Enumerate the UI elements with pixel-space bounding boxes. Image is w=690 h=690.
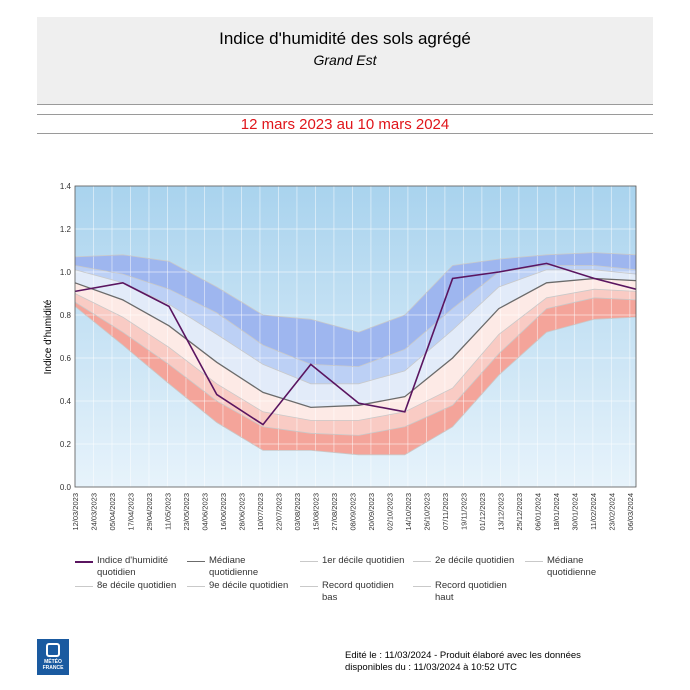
x-tick-label: 30/01/2024 [570,493,579,531]
y-tick-label: 0.6 [60,354,72,363]
x-tick-label: 19/11/2023 [459,493,468,530]
x-tick-label: 23/05/2023 [182,493,191,531]
x-tick-label: 26/10/2023 [422,493,431,531]
x-tick-label: 06/01/2024 [533,493,542,531]
legend-swatch [75,561,93,563]
series-line-record-bas [74,306,637,456]
series-line-1er-decile [74,297,637,436]
footer-line-1: Edité le : 11/03/2024 - Produit élaboré … [345,650,581,661]
x-tick-label: 25/12/2023 [515,493,524,531]
x-tick-label: 12/03/2023 [71,493,80,531]
y-axis-label: Indice d'humidité [43,299,54,374]
x-tick-label: 03/08/2023 [293,493,302,531]
moisture-chart: 0.0 0.2 0.4 0.6 0.8 1.0 1.2 1.4 12/03/2023 24/03/… [43,182,637,531]
x-tick-label: 18/01/2024 [552,493,561,531]
legend-swatch [75,586,93,587]
logo-mark-icon [46,643,60,657]
legend-label: Record quotidien bas [322,580,394,603]
y-tick-label: 0.4 [60,397,72,406]
x-tick-label: 11/02/2024 [589,493,598,530]
x-tick-label: 07/11/2023 [441,493,450,530]
legend-swatch [300,586,318,587]
x-tick-label: 29/04/2023 [145,493,154,531]
footer-line-2: disponibles du : 11/03/2024 à 10:52 UTC [345,662,517,673]
meteo-france-logo: MÉTÉO FRANCE [37,639,69,675]
edition-footer: Edité le : 11/03/2024 - Produit élaboré … [345,650,645,674]
y-tick-label: 0.2 [60,440,72,449]
legend-label: 9e décile quotidien [209,580,289,591]
legend-swatch [413,586,431,587]
series-line-indice [74,262,637,426]
series-line-2e-decile [74,288,637,421]
x-tick-label: 04/06/2023 [201,493,210,531]
x-tick-label: 22/07/2023 [274,493,283,531]
period-label: 12 mars 2023 au 10 mars 2024 [240,116,450,133]
legend-label: Médiane quotidienne [209,555,259,578]
legend-label: Médiane quotidienne [547,555,597,578]
band-8e-9e-decile [75,265,636,384]
x-tick-label: 23/02/2024 [607,493,616,531]
legend-label: Indice d'humidité quotidien [97,555,168,578]
x-tick-label: 06/03/2024 [626,493,635,531]
band-2e-decile-mediane [75,278,636,421]
x-tick-label: 01/12/2023 [478,493,487,531]
x-tick-label: 08/09/2023 [348,493,357,531]
x-tick-label: 11/05/2023 [164,493,173,530]
x-tick-label: 28/06/2023 [238,493,247,531]
x-tick-label: 13/12/2023 [496,493,505,531]
series-line-9e-decile [74,265,637,368]
series-line-mediane [74,277,637,409]
band-9e-decile-record-haut [75,252,636,367]
legend-label: 2e décile quotidien [435,555,515,566]
series-line-record-haut [74,252,637,333]
legend-label: 8e décile quotidien [97,580,177,591]
legend-swatch [187,561,205,562]
y-tick-label: 1.2 [60,225,72,234]
page-title: Indice d'humidité des sols agrégé [219,29,471,48]
legend-swatch [300,561,318,562]
x-tick-label: 10/07/2023 [256,493,265,531]
legend-label: Record quotidien haut [435,580,507,603]
legend-swatch [187,586,205,587]
x-tick-label: 24/03/2023 [90,493,99,531]
band-mediane-8e-decile [75,269,636,408]
band-1er-2e-decile [75,289,636,436]
x-tick-label: 15/08/2023 [311,493,320,531]
x-tick-label: 27/08/2023 [330,493,339,531]
page-subtitle: Grand Est [313,52,377,68]
y-tick-label: 1.0 [60,268,72,277]
series-line-8e-decile [74,269,637,385]
divider-top [37,114,653,115]
x-tick-label: 14/10/2023 [404,493,413,531]
logo-text: MÉTÉO FRANCE [42,659,64,671]
legend-swatch [413,561,431,562]
x-tick-label: 17/04/2023 [127,493,136,531]
header-panel: Indice d'humidité des sols agrégé Grand … [37,17,653,105]
y-tick-label: 0.0 [60,483,72,492]
band-record-bas-1er-decile [75,297,636,455]
y-tick-label: 1.4 [60,182,72,191]
x-tick-label: 05/04/2023 [108,493,117,531]
legend-label: 1er décile quotidien [322,555,405,566]
legend-swatch [525,561,543,562]
y-tick-label: 0.8 [60,311,72,320]
x-tick-label: 02/10/2023 [385,493,394,531]
x-tick-label: 16/06/2023 [219,493,228,531]
x-tick-label: 20/09/2023 [367,493,376,531]
plot-frame [74,185,637,488]
divider-bottom [37,133,653,134]
